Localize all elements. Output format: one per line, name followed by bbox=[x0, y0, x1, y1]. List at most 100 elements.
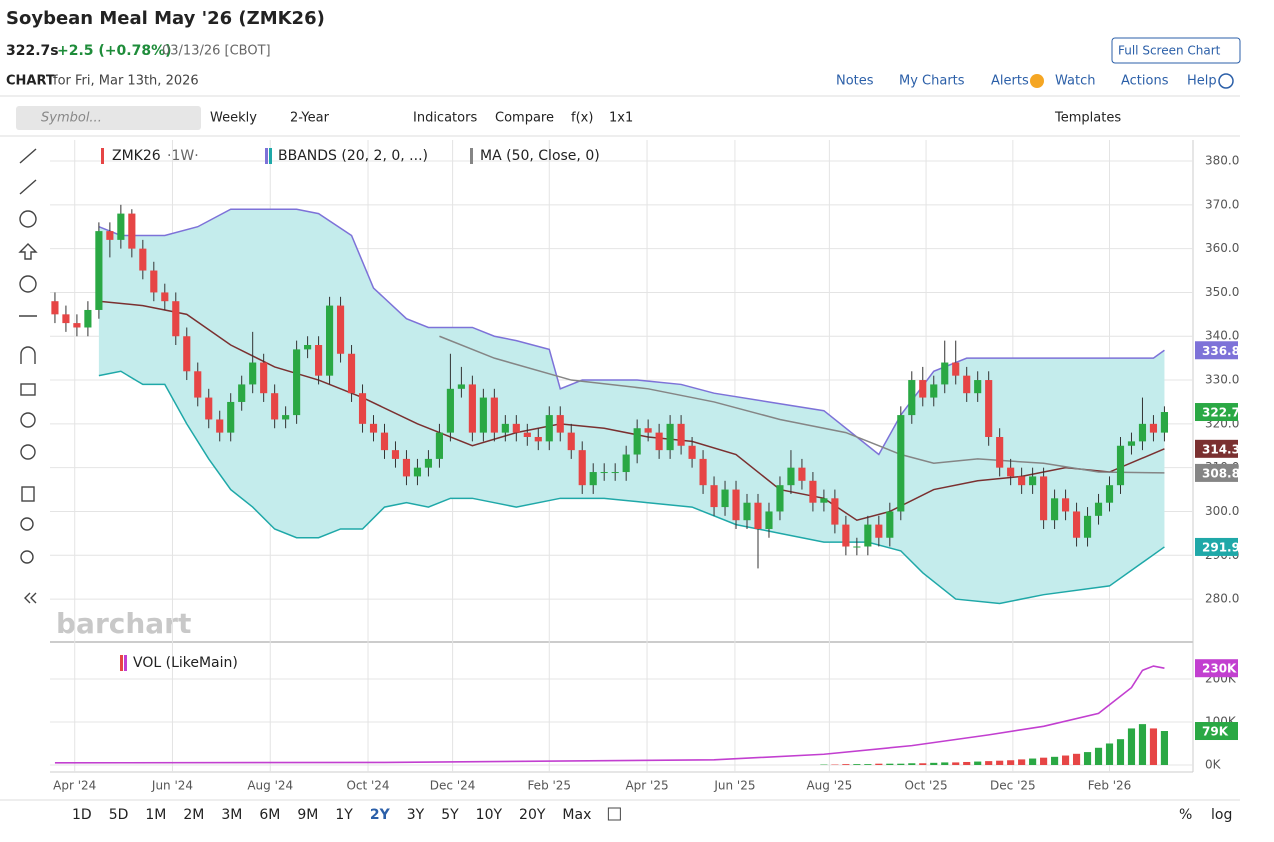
candle-body bbox=[546, 415, 553, 441]
link[interactable]: Help bbox=[1187, 74, 1217, 89]
full-screen-text[interactable]: Full Screen Chart bbox=[1118, 44, 1221, 58]
volume-bar bbox=[1007, 760, 1014, 765]
volume-bar bbox=[930, 763, 937, 765]
candle-body bbox=[996, 437, 1003, 468]
legend-swatch bbox=[124, 655, 127, 671]
range-button[interactable]: 20Y bbox=[519, 807, 546, 823]
candle-body bbox=[590, 472, 597, 485]
link[interactable]: Watch bbox=[1055, 74, 1095, 89]
toolbar-item[interactable]: 1x1 bbox=[609, 111, 633, 126]
range-button[interactable]: 5Y bbox=[441, 807, 459, 823]
volume-bar bbox=[1128, 728, 1135, 765]
candle-body bbox=[678, 424, 685, 446]
toolbar-item[interactable]: 2-Year bbox=[290, 111, 330, 126]
price-badge: 308.8 bbox=[1202, 466, 1240, 480]
volume-bar bbox=[985, 761, 992, 765]
range-button[interactable]: 2Y bbox=[370, 807, 391, 823]
candle-body bbox=[183, 336, 190, 371]
x-tick-label: Dec '24 bbox=[430, 779, 476, 793]
y-tick-label: 360.0 bbox=[1205, 241, 1239, 255]
link[interactable]: Alerts bbox=[991, 74, 1029, 89]
y-tick-label: 0K bbox=[1205, 757, 1222, 771]
range-button[interactable]: 5D bbox=[109, 807, 129, 823]
price-badge: 314.3 bbox=[1202, 442, 1240, 456]
candle-body bbox=[227, 402, 234, 433]
volume-bar bbox=[963, 762, 970, 765]
candle-body bbox=[205, 398, 212, 420]
candle-body bbox=[886, 511, 893, 537]
link[interactable]: Notes bbox=[836, 74, 874, 89]
candle-body bbox=[194, 371, 201, 397]
candle-body bbox=[1161, 412, 1168, 433]
y-tick-label: 280.0 bbox=[1205, 592, 1239, 606]
range-button[interactable]: 3Y bbox=[407, 807, 425, 823]
toolbar-item[interactable]: Weekly bbox=[210, 111, 257, 126]
date: 03/13/26 [CBOT] bbox=[162, 44, 271, 59]
candle-body bbox=[1095, 503, 1102, 516]
x-tick-label: Aug '25 bbox=[806, 779, 852, 793]
candle-body bbox=[820, 498, 827, 502]
candle-body bbox=[524, 433, 531, 437]
candle-body bbox=[689, 446, 696, 459]
y-tick-label: 370.0 bbox=[1205, 197, 1239, 211]
candle-body bbox=[370, 424, 377, 433]
range-button[interactable]: Max bbox=[562, 807, 591, 823]
candle-body bbox=[1062, 498, 1069, 511]
candle-body bbox=[172, 301, 179, 336]
range-button[interactable]: 9M bbox=[297, 807, 318, 823]
range-button[interactable]: 1Y bbox=[335, 807, 353, 823]
legend-name: MA (50, Close, 0) bbox=[480, 148, 600, 164]
candle-body bbox=[447, 389, 454, 433]
volume-bar bbox=[996, 761, 1003, 765]
x-tick-label: Jun '24 bbox=[151, 779, 193, 793]
link[interactable]: My Charts bbox=[899, 74, 965, 89]
range-button[interactable]: 2M bbox=[183, 807, 204, 823]
x-tick-label: Dec '25 bbox=[990, 779, 1036, 793]
legend-swatch bbox=[470, 148, 473, 164]
y-tick-label: 380.0 bbox=[1205, 154, 1239, 168]
range-button[interactable]: 3M bbox=[221, 807, 242, 823]
candle-body bbox=[359, 393, 366, 424]
chart-for: for Fri, Mar 13th, 2026 bbox=[53, 74, 199, 89]
candle-body bbox=[403, 459, 410, 477]
symbol-placeholder[interactable]: Symbol... bbox=[41, 111, 102, 126]
range-button[interactable]: 10Y bbox=[476, 807, 503, 823]
percent-toggle[interactable]: % bbox=[1179, 807, 1192, 823]
candle-body bbox=[919, 380, 926, 398]
link[interactable]: Actions bbox=[1121, 74, 1169, 89]
candle-body bbox=[656, 433, 663, 451]
candle-body bbox=[469, 384, 476, 432]
toolbar-item[interactable]: Indicators bbox=[413, 111, 477, 126]
candle-body bbox=[985, 380, 992, 437]
x-tick-label: Feb '25 bbox=[527, 779, 571, 793]
candle-body bbox=[139, 249, 146, 271]
toolbar-item[interactable]: Compare bbox=[495, 111, 554, 126]
candle-body bbox=[425, 459, 432, 468]
candle-body bbox=[765, 511, 772, 529]
toolbar-item[interactable]: f(x) bbox=[571, 111, 593, 126]
volume-bar bbox=[1084, 752, 1091, 765]
change: +2.5 (+0.78%) bbox=[57, 43, 172, 59]
candle-body bbox=[864, 525, 871, 547]
candle-body bbox=[381, 433, 388, 451]
range-button[interactable]: 1M bbox=[145, 807, 166, 823]
volume-bar bbox=[842, 764, 849, 765]
log-toggle[interactable]: log bbox=[1211, 807, 1232, 823]
y-tick-label: 330.0 bbox=[1205, 373, 1239, 387]
volume-bar bbox=[1139, 724, 1146, 765]
volume-bar bbox=[1161, 731, 1168, 765]
candle-body bbox=[809, 481, 816, 503]
x-tick-label: Aug '24 bbox=[247, 779, 293, 793]
calendar-icon[interactable] bbox=[608, 808, 620, 820]
candle-body bbox=[1007, 468, 1014, 477]
candle-body bbox=[875, 525, 882, 538]
candle-body bbox=[150, 271, 157, 293]
range-button[interactable]: 6M bbox=[259, 807, 280, 823]
range-button[interactable]: 1D bbox=[72, 807, 92, 823]
volume-bar bbox=[919, 763, 926, 765]
templates[interactable]: Templates bbox=[1054, 111, 1121, 126]
candle-body bbox=[249, 363, 256, 385]
candle-body bbox=[952, 363, 959, 376]
candle-body bbox=[513, 424, 520, 433]
